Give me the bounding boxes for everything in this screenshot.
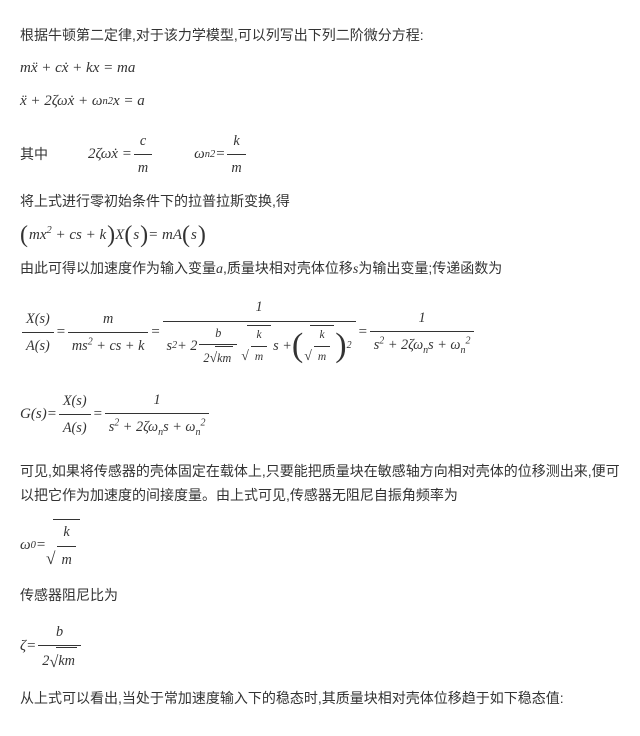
eqG-eq1: = xyxy=(47,402,57,428)
equation-2: ẍ + 2ζωẋ + ωn2x = a xyxy=(20,89,620,115)
eqG-s2: s xyxy=(76,420,82,436)
p3-c: 为输出变量;传递函数为 xyxy=(358,260,502,276)
tf-den1b: + cs + k xyxy=(93,338,145,354)
eqG-num: 1 xyxy=(150,388,165,413)
equation-zeta: ζ = b 2km xyxy=(20,620,620,675)
zeta-eq: = xyxy=(26,634,36,660)
eqG-G: G xyxy=(20,402,31,428)
where-label: 其中 xyxy=(20,143,48,167)
tf-km-num1: k xyxy=(252,326,265,347)
tf-den2-sqrt-km2: km xyxy=(241,325,271,368)
tf-den3-mid: + 2ζω xyxy=(384,337,423,353)
equation-omega0: ω0 = km xyxy=(20,519,620,571)
omega0-den: m xyxy=(57,546,75,572)
tf-X: X xyxy=(26,311,35,327)
eq3-mx: mx xyxy=(29,227,47,243)
eq2-rhs: x = a xyxy=(113,89,145,115)
tf-s2: s xyxy=(39,338,45,354)
eq1-text: mẍ + cẋ + kx = ma xyxy=(20,56,135,82)
tf-km-num2: k xyxy=(316,326,329,347)
omega0-sym: ω xyxy=(20,533,31,559)
where-b-num: k xyxy=(229,129,243,154)
paragraph-conclusion: 可见,如果将传感器的壳体固定在载体上,只要能把质量块在敏感轴方向相对壳体的位移测… xyxy=(20,460,620,508)
eq3-rest1: + cs + k xyxy=(52,227,106,243)
eq3-eq: = mA xyxy=(148,223,182,249)
where-a-lhs: 2ζωẋ = xyxy=(88,142,132,168)
zeta-den-2: 2 xyxy=(42,649,49,673)
where-a-num: c xyxy=(136,129,150,154)
tf-den2-sqrt-km: km xyxy=(209,346,233,370)
omega0-num: k xyxy=(59,520,73,545)
tf-frac3: 1 s2 + 2ζωns + ωn2 xyxy=(370,306,475,360)
where-b-eq: = xyxy=(215,142,225,168)
where-a-den: m xyxy=(134,154,152,180)
tf-lhs: X(s) A(s) xyxy=(22,307,54,358)
equation-3: mx2 + cs + k X s = mA s xyxy=(20,222,620,249)
eqG-s: s xyxy=(36,402,42,428)
equation-1: mẍ + cẋ + kx = ma xyxy=(20,56,620,82)
paragraph-damping: 传感器阻尼比为 xyxy=(20,584,620,608)
zeta-num: b xyxy=(52,620,67,645)
paragraph-laplace: 将上式进行零初始条件下的拉普拉斯变换,得 xyxy=(20,190,620,214)
tf-A: A xyxy=(26,338,35,354)
tf-eq1: = xyxy=(56,320,66,346)
tf-den1a: ms xyxy=(72,338,88,354)
tf-den3-sup2: 2 xyxy=(465,335,470,346)
where-a-frac: c m xyxy=(134,129,152,180)
equation-G: G(s) = X(s) A(s) = 1 s2 + 2ζωns + ωn2 xyxy=(20,388,620,442)
tf-num3: 1 xyxy=(415,306,430,331)
p3-var-a: a xyxy=(216,262,223,277)
eqG-A: A xyxy=(63,420,72,436)
where-b-sym: ω xyxy=(194,142,205,168)
eqG-den-sup2: 2 xyxy=(200,417,205,428)
tf-num2: 1 xyxy=(252,295,267,320)
zeta-sqrt: km xyxy=(49,647,77,675)
paragraph-steady: 从上式可以看出,当处于常加速度输入下的稳态时,其质量块相对壳体位移趋于如下稳态值… xyxy=(20,687,620,711)
eqG-den-mid: + 2ζω xyxy=(119,419,158,435)
tf-den2-paren-sup: 2 xyxy=(347,338,352,355)
tf-km-den2: m xyxy=(314,346,330,368)
eqG-frac-lhs: X(s) A(s) xyxy=(59,389,91,440)
tf-den3-n2: n xyxy=(461,345,466,356)
tf-eq2: = xyxy=(150,320,160,346)
omega0-eq: = xyxy=(36,533,46,559)
eq2-lhs: ẍ + 2ζωẋ + ω xyxy=(20,89,102,115)
where-row: 其中 2ζωẋ = c m ωn2 = k m xyxy=(20,129,620,180)
where-b-frac: k m xyxy=(227,129,245,180)
tf-den2-bnum: b xyxy=(211,323,225,345)
tf-eq3: = xyxy=(358,320,368,346)
tf-den2-splus: s + xyxy=(273,334,292,358)
p3-a: 由此可得以加速度作为输入变量 xyxy=(20,260,216,276)
paragraph-intro: 根据牛顿第二定律,对于该力学模型,可以列写出下列二阶微分方程: xyxy=(20,24,620,48)
omega0-sqrt: km xyxy=(46,519,80,571)
paragraph-tf-intro: 由此可得以加速度作为输入变量a,质量块相对壳体位移s为输出变量;传递函数为 xyxy=(20,257,620,282)
eqG-s1: s xyxy=(76,393,82,409)
eq3-Xs-paren: s xyxy=(124,223,148,249)
tf-den2-plus: + 2 xyxy=(177,334,197,358)
zeta-frac: b 2 km xyxy=(38,620,81,675)
tf-s1: s xyxy=(39,311,45,327)
eqG-X: X xyxy=(63,393,72,409)
tf-km-den1: m xyxy=(251,346,267,368)
where-b-den: m xyxy=(227,154,245,180)
zeta-km: km xyxy=(56,647,77,675)
eqG-frac-rhs: 1 s2 + 2ζωns + ωn2 xyxy=(105,388,210,442)
eqG-den-c: s + ω xyxy=(163,419,195,435)
tf-den3-c: s + ω xyxy=(428,337,460,353)
eq3-As-paren: s xyxy=(182,223,206,249)
p3-b: ,质量块相对壳体位移 xyxy=(223,260,353,276)
equation-transfer-function: X(s) A(s) = m ms2 + cs + k = 1 s2 + 2 b … xyxy=(20,295,620,369)
tf-den2-bfrac: b 2km xyxy=(199,323,237,370)
eq3-paren: mx2 + cs + k xyxy=(20,222,115,249)
tf-num1: m xyxy=(99,307,117,332)
tf-den2-bigparen: km xyxy=(292,325,347,368)
eqG-eq2: = xyxy=(93,402,103,428)
tf-frac1: m ms2 + cs + k xyxy=(68,307,149,358)
tf-frac2: 1 s2 + 2 b 2km km s + km 2 xyxy=(163,295,356,369)
eq3-s2: s xyxy=(191,223,197,249)
tf-den2-km: km xyxy=(215,346,233,370)
eqG-den-n2: n xyxy=(195,427,200,438)
eq3-X: X xyxy=(115,223,124,249)
eq3-s1: s xyxy=(133,223,139,249)
